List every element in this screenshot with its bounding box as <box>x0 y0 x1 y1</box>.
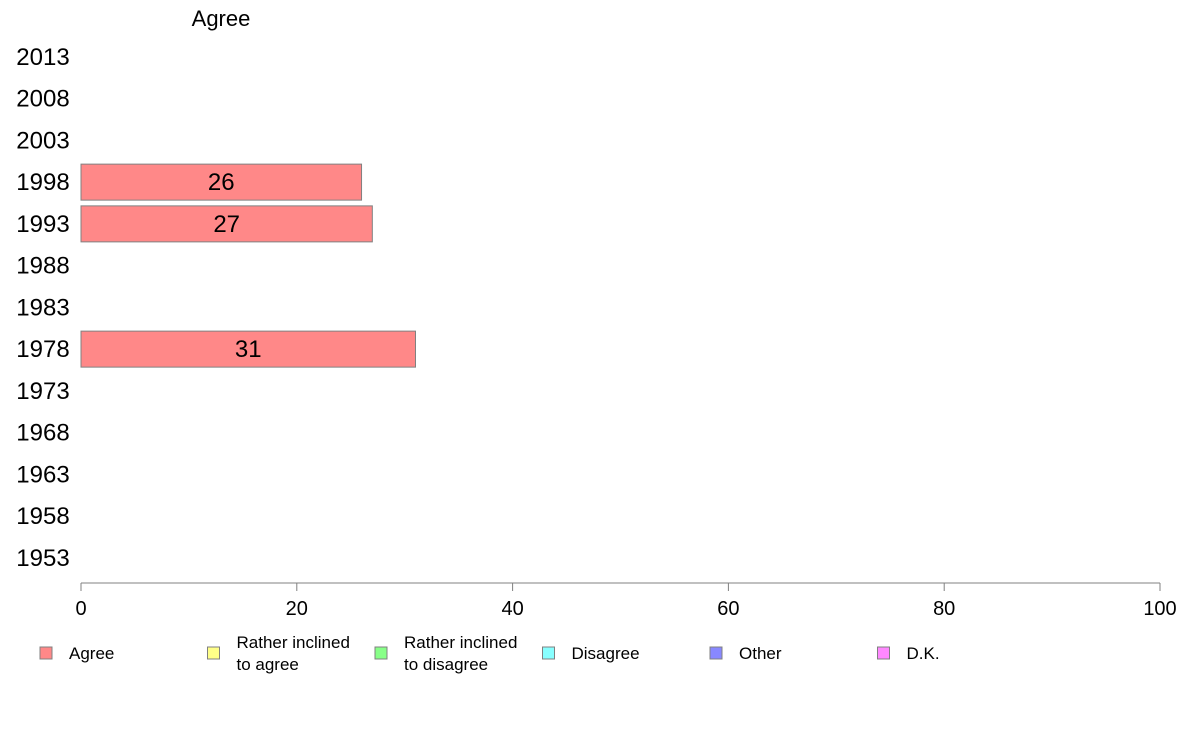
legend-label-2-0: Rather inclined <box>404 633 517 652</box>
series-header: Agree <box>192 6 251 31</box>
category-label-1998: 1998 <box>16 169 69 196</box>
category-label-1963: 1963 <box>16 461 69 488</box>
category-label-1953: 1953 <box>16 545 69 572</box>
legend-label-0-0: Agree <box>69 644 114 663</box>
legend-swatch-3 <box>542 646 555 660</box>
legend-label-3-0: Disagree <box>572 644 640 663</box>
x-tick-label-80: 80 <box>933 598 955 620</box>
category-label-1968: 1968 <box>16 420 69 447</box>
bar-1978 <box>80 330 416 368</box>
category-label-1993: 1993 <box>16 211 69 238</box>
category-label-1973: 1973 <box>16 378 69 405</box>
bar-1993 <box>80 205 373 243</box>
category-label-2003: 2003 <box>16 127 69 154</box>
legend-swatch-2 <box>374 646 388 660</box>
x-tick-label-40: 40 <box>501 598 523 620</box>
category-label-1978: 1978 <box>16 336 69 363</box>
category-label-1988: 1988 <box>16 253 69 280</box>
bar-label-1978: 31 <box>235 336 262 363</box>
legend: Agree Rather inclined to agree Rather incli… <box>39 633 940 674</box>
bar-label-1998: 26 <box>208 169 235 196</box>
legend-label-1-0: Rather inclined <box>237 633 350 652</box>
x-tick-label-0: 0 <box>75 598 86 620</box>
legend-label-2-1: to disagree <box>404 655 488 674</box>
bar-1998 <box>80 163 363 201</box>
x-tick-label-100: 100 <box>1143 598 1176 620</box>
category-label-2013: 2013 <box>16 44 69 71</box>
legend-swatch-5 <box>877 646 890 660</box>
category-label-1958: 1958 <box>16 503 69 530</box>
legend-label-5-0: D.K. <box>907 644 940 663</box>
legend-swatch-1 <box>207 646 220 660</box>
x-axis: 0 20 40 60 80 100 <box>75 582 1177 620</box>
legend-label-4-0: Other <box>739 644 782 663</box>
category-label-1983: 1983 <box>16 294 69 321</box>
bar-label-1993: 27 <box>213 211 240 238</box>
x-tick-label-60: 60 <box>717 598 739 620</box>
x-tick-label-20: 20 <box>286 598 308 620</box>
bars: 26 27 31 <box>80 163 416 368</box>
legend-swatch-4 <box>709 646 723 660</box>
category-label-2008: 2008 <box>16 86 69 113</box>
category-labels: 2013 2008 2003 1998 1993 1988 1983 1978 1973 1968… <box>16 44 69 572</box>
legend-label-1-1: to agree <box>237 655 299 674</box>
legend-swatch-0 <box>39 646 53 660</box>
